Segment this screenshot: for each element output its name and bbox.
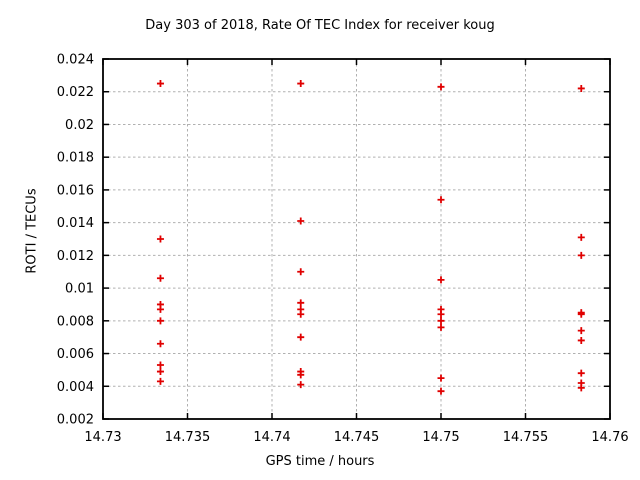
x-tick-label: 14.73 (84, 430, 121, 445)
chart-title: Day 303 of 2018, Rate Of TEC Index for r… (145, 18, 495, 33)
data-point-marker (297, 310, 305, 318)
x-tick-label: 14.755 (503, 430, 549, 445)
data-point-marker (437, 310, 445, 318)
data-point-marker (156, 235, 164, 243)
data-point-marker (577, 384, 585, 392)
y-tick-label: 0.002 (57, 413, 94, 428)
y-tick-label: 0.01 (65, 282, 94, 297)
data-point-marker (156, 361, 164, 369)
data-point-marker (577, 251, 585, 259)
y-tick-label: 0.004 (57, 380, 94, 395)
y-tick-label: 0.024 (57, 53, 94, 68)
x-tick-label: 14.75 (422, 430, 459, 445)
data-point-marker (156, 317, 164, 325)
data-point-marker (577, 233, 585, 241)
data-point-marker (577, 369, 585, 377)
x-axis-label: GPS time / hours (265, 454, 375, 469)
data-point-marker (577, 84, 585, 92)
data-point-marker (297, 299, 305, 307)
y-tick-label: 0.022 (57, 85, 94, 100)
data-point-marker (297, 381, 305, 389)
data-point-marker (297, 371, 305, 379)
data-point-marker (156, 274, 164, 282)
data-point-marker (437, 387, 445, 395)
y-tick-label: 0.006 (57, 347, 94, 362)
data-point-marker (297, 268, 305, 276)
data-point-marker (437, 276, 445, 284)
data-point-marker (437, 374, 445, 382)
y-tick-label: 0.008 (57, 314, 94, 329)
data-point-marker (156, 377, 164, 385)
data-point-marker (297, 333, 305, 341)
y-tick-label: 0.018 (57, 151, 94, 166)
y-tick-label: 0.014 (57, 216, 94, 231)
data-point-marker (437, 323, 445, 331)
data-point-marker (577, 336, 585, 344)
y-tick-label: 0.02 (65, 118, 94, 133)
data-point-marker (297, 217, 305, 225)
data-point-marker (297, 80, 305, 88)
data-point-marker (156, 340, 164, 348)
y-tick-label: 0.012 (57, 249, 94, 264)
data-point-marker (437, 317, 445, 325)
data-point-marker (156, 305, 164, 313)
data-point-marker (437, 196, 445, 204)
y-tick-label: 0.016 (57, 183, 94, 198)
data-point-marker (156, 80, 164, 88)
plot-border (102, 58, 611, 420)
x-tick-label: 14.74 (253, 430, 290, 445)
x-tick-label: 14.735 (165, 430, 211, 445)
data-point-marker (577, 327, 585, 335)
data-point-marker (577, 310, 585, 318)
data-point-marker (437, 83, 445, 91)
x-tick-label: 14.76 (591, 430, 628, 445)
x-tick-label: 14.745 (334, 430, 380, 445)
data-point-marker (156, 368, 164, 376)
